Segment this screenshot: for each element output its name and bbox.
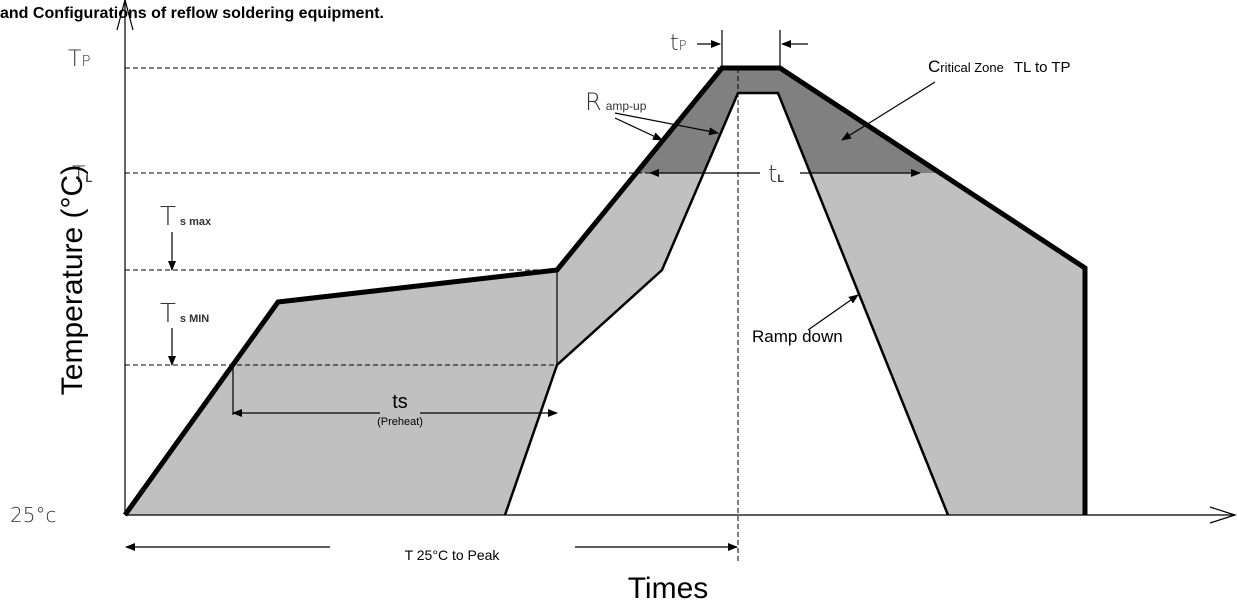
upper-profile — [122, 65, 1088, 517]
ramp-up-arrow-1 — [614, 112, 719, 136]
tp-time-label: tP — [670, 31, 687, 56]
process-window — [125, 68, 1085, 515]
t25-label: T 25°C to Peak — [405, 547, 501, 563]
tl-time-label: tL — [768, 160, 784, 188]
ramp-up-arrow-2 — [614, 117, 663, 141]
ramp-down-arrow — [807, 294, 859, 331]
preheat-label: (Preheat) — [377, 416, 423, 428]
lower-profile — [503, 91, 950, 516]
ts-label: ts — [392, 391, 408, 413]
critical-zone-arrow — [841, 81, 936, 141]
tl-label: TL — [72, 163, 92, 188]
x-axis-label: Times — [628, 572, 709, 605]
tp-label: TP — [68, 47, 91, 72]
critical-zone — [636, 68, 940, 173]
title: and Configurations of reflow soldering e… — [0, 5, 384, 22]
y-axis-label: Temperature (°C) — [56, 165, 89, 395]
critical-zone-label: Critical Zone TL to TP — [928, 57, 1071, 76]
base-label: 25°c — [10, 503, 56, 527]
y-axis-arrow — [116, 0, 134, 31]
x-axis-arrow — [1209, 506, 1237, 524]
ramp-down-label: Ramp down — [752, 327, 843, 346]
